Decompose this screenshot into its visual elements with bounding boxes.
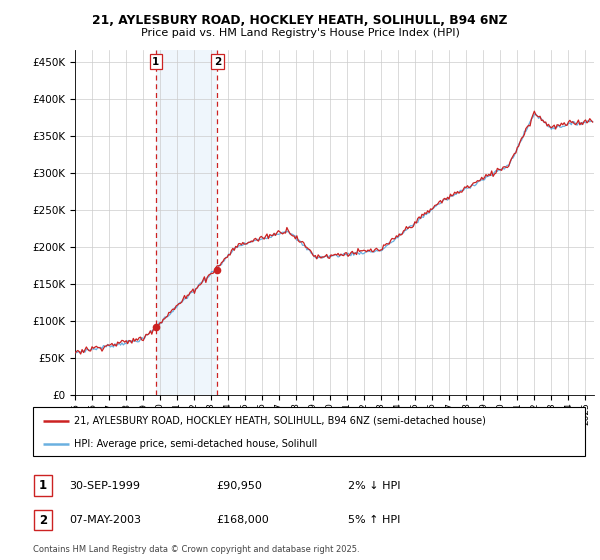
Text: £168,000: £168,000 [216,515,269,525]
Text: 30-SEP-1999: 30-SEP-1999 [69,480,140,491]
Text: 1: 1 [152,57,160,67]
Text: 1: 1 [39,479,47,492]
Text: 2: 2 [214,57,221,67]
Text: £90,950: £90,950 [216,480,262,491]
Text: 2% ↓ HPI: 2% ↓ HPI [348,480,401,491]
Text: HPI: Average price, semi-detached house, Solihull: HPI: Average price, semi-detached house,… [74,439,317,449]
Text: 21, AYLESBURY ROAD, HOCKLEY HEATH, SOLIHULL, B94 6NZ (semi-detached house): 21, AYLESBURY ROAD, HOCKLEY HEATH, SOLIH… [74,416,486,426]
Text: 5% ↑ HPI: 5% ↑ HPI [348,515,400,525]
Text: 07-MAY-2003: 07-MAY-2003 [69,515,141,525]
Text: 21, AYLESBURY ROAD, HOCKLEY HEATH, SOLIHULL, B94 6NZ: 21, AYLESBURY ROAD, HOCKLEY HEATH, SOLIH… [92,14,508,27]
Bar [156,50,217,395]
Text: Contains HM Land Registry data © Crown copyright and database right 2025.: Contains HM Land Registry data © Crown c… [33,545,359,554]
Text: Price paid vs. HM Land Registry's House Price Index (HPI): Price paid vs. HM Land Registry's House … [140,28,460,38]
Text: 2: 2 [39,514,47,527]
